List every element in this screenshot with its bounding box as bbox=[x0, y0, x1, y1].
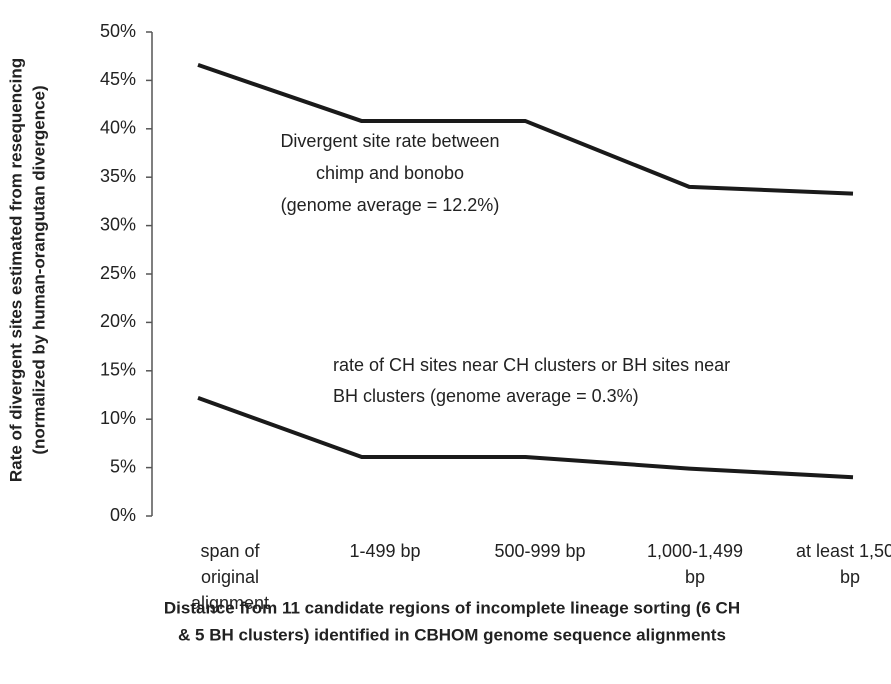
x-axis-title: Distance from 11 candidate regions of in… bbox=[164, 598, 740, 617]
y-tick-label: 35% bbox=[100, 166, 136, 186]
x-tick-label: 500-999 bp bbox=[494, 541, 585, 561]
y-tick-label: 20% bbox=[100, 311, 136, 331]
x-tick-label: alignment bbox=[191, 593, 269, 613]
y-tick-label: 45% bbox=[100, 69, 136, 89]
annotation: (genome average = 12.2%) bbox=[281, 195, 500, 215]
annotation: BH clusters (genome average = 0.3%) bbox=[333, 386, 639, 406]
y-tick-label: 5% bbox=[110, 456, 136, 476]
y-tick-label: 10% bbox=[100, 408, 136, 428]
series-line bbox=[197, 396, 854, 480]
x-tick-label: bp bbox=[840, 567, 860, 587]
x-tick-label: 1,000-1,499 bbox=[647, 541, 743, 561]
series-line bbox=[197, 63, 854, 196]
x-tick-label: at least 1,500 bbox=[796, 541, 891, 561]
y-tick-label: 30% bbox=[100, 214, 136, 234]
annotation: chimp and bonobo bbox=[316, 163, 464, 183]
annotation: Divergent site rate between bbox=[280, 131, 499, 151]
y-tick-label: 0% bbox=[110, 505, 136, 525]
x-tick-label: span of bbox=[200, 541, 260, 561]
x-tick-label: bp bbox=[685, 567, 705, 587]
x-tick-label: 1-499 bp bbox=[349, 541, 420, 561]
x-tick-label: original bbox=[201, 567, 259, 587]
y-axis-title: Rate of divergent sites estimated from r… bbox=[6, 58, 25, 482]
annotation: rate of CH sites near CH clusters or BH … bbox=[333, 355, 730, 375]
y-tick-label: 50% bbox=[100, 21, 136, 41]
y-tick-label: 40% bbox=[100, 118, 136, 138]
y-tick-label: 15% bbox=[100, 360, 136, 380]
y-axis-title: (normalized by human-orangutan divergenc… bbox=[29, 85, 48, 454]
y-tick-label: 25% bbox=[100, 263, 136, 283]
x-axis-title: & 5 BH clusters) identified in CBHOM gen… bbox=[178, 625, 726, 644]
